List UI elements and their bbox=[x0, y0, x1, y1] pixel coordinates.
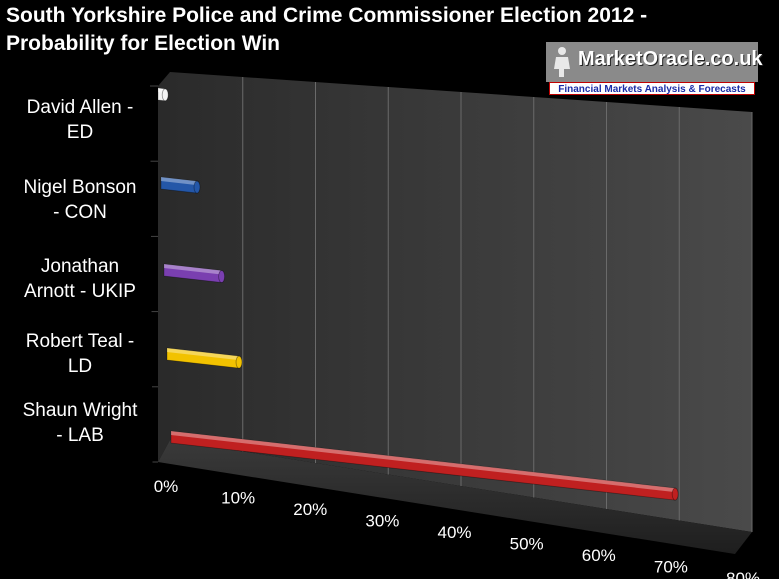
logo-tagline: Financial Markets Analysis & Forecasts bbox=[549, 82, 755, 95]
x-tick-label: 10% bbox=[221, 489, 255, 508]
category-label: Nigel Bonson - CON bbox=[0, 175, 160, 225]
category-label: David Allen - ED bbox=[0, 95, 160, 145]
logo-box: MarketOracle.co.uk bbox=[546, 42, 763, 82]
chart-title-line-1: South Yorkshire Police and Crime Commiss… bbox=[6, 4, 648, 27]
category-label-line-2: - CON bbox=[53, 202, 107, 223]
category-label-line-2: Arnott - UKIP bbox=[24, 281, 136, 302]
bar bbox=[163, 263, 226, 283]
category-label: Robert Teal - LD bbox=[0, 329, 160, 379]
category-label: Jonathan Arnott - UKIP bbox=[0, 254, 160, 304]
chart-title: South Yorkshire Police and Crime Commiss… bbox=[6, 2, 776, 58]
category-label-line-2: LD bbox=[67, 356, 93, 377]
x-tick-label: 20% bbox=[293, 500, 327, 519]
x-tick-label: 50% bbox=[510, 535, 544, 554]
chart-title-line-2: Probability for Election Win bbox=[6, 32, 280, 55]
logo-brand-text: MarketOracle.co.uk bbox=[578, 48, 763, 70]
x-tick-label: 60% bbox=[582, 546, 616, 565]
marketoracle-logo: MarketOracle.co.uk Financial Markets Ana… bbox=[546, 42, 763, 96]
bar bbox=[160, 176, 201, 194]
category-label-line-1: Robert Teal - bbox=[25, 331, 135, 352]
category-label-line-1: Nigel Bonson bbox=[23, 177, 137, 198]
category-label-line-1: Shaun Wright bbox=[22, 400, 138, 421]
x-tick-label: 30% bbox=[365, 512, 399, 531]
category-label: Shaun Wright - LAB bbox=[0, 398, 160, 448]
bar bbox=[157, 87, 169, 102]
seated-figure-icon bbox=[554, 47, 570, 77]
x-tick-label: 80% bbox=[726, 569, 760, 579]
chart-floor bbox=[158, 440, 752, 554]
category-label-line-2: - LAB bbox=[56, 425, 104, 446]
category-label-line-1: David Allen - bbox=[26, 97, 134, 118]
bar bbox=[166, 347, 243, 369]
x-tick-label: 40% bbox=[437, 523, 471, 542]
x-tick-label: 0% bbox=[154, 477, 179, 496]
category-label-line-2: ED bbox=[66, 122, 94, 143]
category-label-line-1: Jonathan bbox=[40, 256, 120, 277]
x-tick-label: 70% bbox=[654, 558, 688, 577]
bar bbox=[170, 430, 679, 501]
